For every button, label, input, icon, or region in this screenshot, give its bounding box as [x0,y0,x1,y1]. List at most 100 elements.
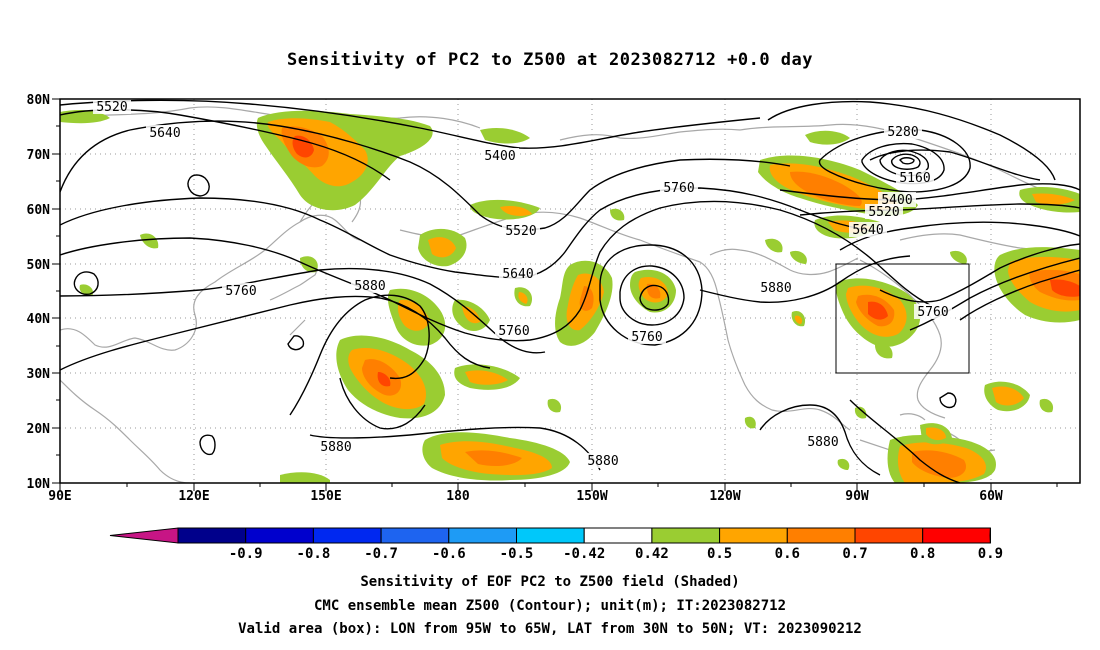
colorbar-swatch [312,527,382,544]
contour-label: 5520 [96,100,127,115]
shade-blob-siberia [140,233,159,249]
contour-label-bg [499,266,537,281]
colorbar-swatch [245,527,314,544]
longitude-axis: 90E 120E 150E 180 150W 120W 90W 60W [48,483,1058,504]
contour-label: 5640 [852,223,883,238]
caption-line-3: Valid area (box): LON from 95W to 65W, L… [238,621,862,637]
shade-blob-atlantic-e [994,247,1080,323]
contour-label: 5640 [502,267,533,282]
colorbar-swatch [854,527,924,544]
colorbar-swatch [516,527,585,544]
lon-label-150w: 150W [576,489,607,504]
lat-label-10n: 10N [27,477,51,492]
colorbar-swatch [380,527,450,544]
shade-blob-cutoff-low [630,269,676,313]
shade-blob-ne-pacific [555,260,613,346]
contour-label: 5880 [587,454,618,469]
caption-line-2: CMC ensemble mean Z500 (Contour); unit(m… [313,598,786,614]
colorbar-tick-label: 0.5 [707,546,732,562]
colorbar-tick-label: -0.9 [229,546,263,562]
contour-label-bg [896,170,934,185]
shade-blob-mid-pacific-c [336,335,445,419]
lat-label-70n: 70N [27,148,51,163]
colorbar-tick-label: -0.7 [364,546,398,562]
z500-contours [60,99,1080,483]
colorbar-swatch [583,527,653,544]
lon-label-90w: 90W [845,489,869,504]
lon-label-120e: 120E [178,489,209,504]
colorbar-tick-label: 0.9 [978,546,1003,562]
sensitivity-shading [60,110,1080,483]
lon-label-180: 180 [446,489,470,504]
contour-label: 5520 [505,224,536,239]
contour-label-bg [757,280,795,295]
lon-label-120w: 120W [709,489,740,504]
map-title: Sensitivity of PC2 to Z500 at 2023082712… [286,50,813,70]
colorbar-swatch [448,527,517,544]
contour-labels: 5520564054005280516054005520564057605520… [93,99,952,469]
contour-label: 5640 [149,126,180,141]
contour-label-bg [628,329,666,344]
shade-blob-bering-a [480,127,530,144]
colorbar-tick-label: 0.7 [842,546,867,562]
contour-label: 5160 [899,171,930,186]
colorbar-tick-label: -0.42 [563,546,605,562]
colorbar-tick-label: -0.6 [432,546,466,562]
contour-label: 5880 [354,279,385,294]
colorbar-tick-label: -0.5 [500,546,534,562]
contour-label-bg [878,192,916,207]
contour-label: 5280 [887,125,918,140]
contour-label: 5880 [760,281,791,296]
contour-label: 5400 [484,149,515,164]
lat-label-50n: 50N [27,258,51,273]
shade-blob-south-pacific [422,432,570,481]
longitude-ticks [59,483,1058,491]
map-layers: 5520564054005280516054005520564057605520… [60,99,1080,483]
shade-blob-east-us [836,278,921,347]
contour-label-bg [93,99,131,114]
contour-label: 5760 [498,324,529,339]
contour-label: 5880 [320,440,351,455]
contour-label-bg [660,180,698,195]
colorbar-swatch [177,527,247,544]
contour-label-bg [222,283,260,298]
lon-label-60w: 60W [979,489,1003,504]
contour-label: 5760 [663,181,694,196]
colorbar-tick-label: 0.8 [910,546,935,562]
contour-label: 5520 [868,205,899,220]
contour-label: 5760 [631,330,662,345]
contour-label: 5760 [225,284,256,299]
colorbar-swatch [651,527,721,544]
contour-label-bg [804,434,842,449]
contour-label-bg [146,125,184,140]
contour-label-bg [481,148,519,163]
colorbar-low-extend [109,527,179,544]
contour-label-bg [317,439,355,454]
contour-label-bg [584,453,622,468]
shade-blob-alaska-west [256,110,433,211]
lon-label-150e: 150E [310,489,341,504]
lat-label-20n: 20N [27,422,51,437]
shade-blob-caribbean [887,435,996,483]
lat-label-40n: 40N [27,312,51,327]
colorbar-tick-label: -0.8 [297,546,331,562]
colorbar-tick-label: 0.42 [635,546,669,562]
lat-label-80n: 80N [27,93,51,108]
contour-label-bg [914,304,952,319]
contour-label-bg [495,323,533,338]
valid-area-box [835,263,970,374]
contour-label-bg [865,204,903,219]
caption-line-1: Sensitivity of EOF PC2 to Z500 field (Sh… [360,574,740,590]
colorbar-swatch [922,527,991,544]
contour-label: 5760 [917,305,948,320]
latitude-axis: 80N 70N 60N 50N 40N 30N 20N 10N [27,93,60,492]
lat-label-60n: 60N [27,203,51,218]
colorbar-swatch [719,527,788,544]
contour-label-bg [502,223,540,238]
latitude-ticks [52,98,60,484]
colorbar-tick-label: 0.6 [775,546,800,562]
contour-label-bg [884,124,922,139]
lat-label-30n: 30N [27,367,51,382]
contour-label-bg [351,278,389,293]
